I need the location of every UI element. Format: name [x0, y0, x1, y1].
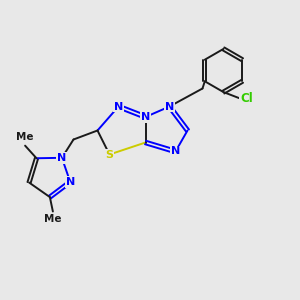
Text: S: S [106, 149, 113, 160]
Text: N: N [171, 146, 180, 157]
Text: N: N [57, 153, 67, 163]
Text: Me: Me [44, 214, 61, 224]
Text: N: N [65, 177, 75, 187]
Text: Me: Me [16, 132, 34, 142]
Text: N: N [114, 101, 123, 112]
Text: Cl: Cl [240, 92, 253, 105]
Text: N: N [165, 101, 174, 112]
Text: N: N [141, 112, 150, 122]
